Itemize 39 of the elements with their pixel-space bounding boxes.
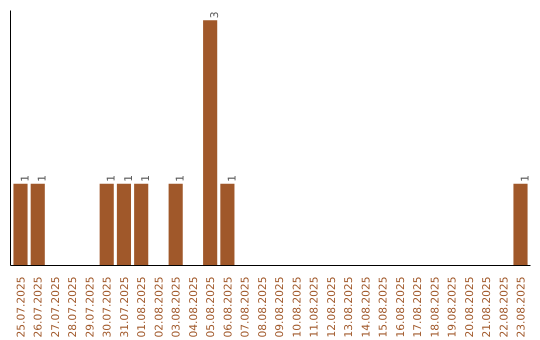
x-tick-label: 22.08.2025 [497,276,510,338]
x-tick-label: 31.07.2025 [118,276,131,338]
x-tick-label: 08.08.2025 [256,276,269,338]
x-tick-label: 02.08.2025 [152,276,166,338]
x-tick-label: 06.08.2025 [221,276,234,338]
data-label: 3 [208,12,222,18]
x-tick-label: 16.08.2025 [394,276,407,338]
x-tick-label: 15.08.2025 [376,276,390,338]
x-tick-label: 04.08.2025 [186,276,200,338]
data-label: 1 [139,174,152,182]
x-tick-label: 11.08.2025 [308,276,321,338]
x-tick-label: 09.08.2025 [273,276,286,338]
data-label: 1 [225,174,238,182]
data-label: 1 [174,174,187,182]
x-tick-label: 13.08.2025 [342,276,356,338]
x-tick-label: 21.08.2025 [480,276,494,338]
x-tick-label: 25.07.2025 [14,276,28,338]
x-tick-label: 26.07.2025 [32,276,45,338]
x-tick-label: 01.08.2025 [135,276,148,338]
x-tick-label: 05.08.2025 [204,276,218,338]
x-tick-label: 18.08.2025 [428,276,442,338]
x-tick-label: 23.08.2025 [514,276,528,338]
x-tick-label: 30.07.2025 [100,276,114,338]
x-tick-label: 10.08.2025 [290,276,304,338]
data-label: 1 [122,174,135,182]
data-label: 1 [518,174,532,182]
x-tick-label: 07.08.2025 [238,276,252,338]
data-label: 1 [36,174,49,182]
x-tick-label: 20.08.2025 [462,276,476,338]
x-tick-label: 19.08.2025 [446,276,459,338]
x-tick-label: 27.07.2025 [48,276,62,338]
x-tick-label: 12.08.2025 [324,276,338,338]
x-tick-label: 17.08.2025 [411,276,424,338]
data-label: 1 [18,174,32,182]
x-tick-label: 29.07.2025 [83,276,96,338]
data-label: 1 [104,174,118,182]
x-tick-label: 03.08.2025 [170,276,183,338]
x-tick-label: 28.07.2025 [66,276,80,338]
x-tick-label: 14.08.2025 [359,276,372,338]
